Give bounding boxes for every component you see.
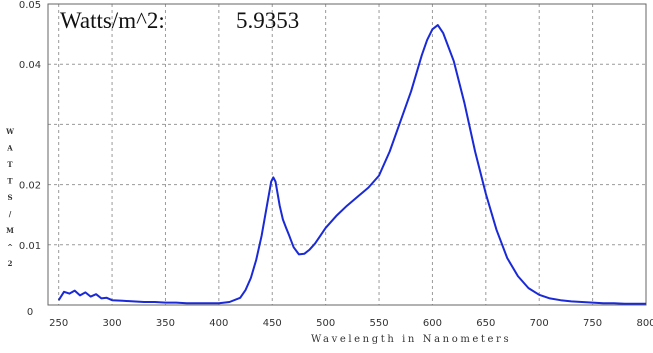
x-tick-label: 450	[263, 318, 282, 329]
y-axis-ticks: 0 0.01 0.02 0.04 0.05	[19, 0, 41, 318]
x-tick-label: 600	[423, 318, 442, 329]
y-tick-label: 0.04	[19, 60, 41, 71]
x-tick-label: 300	[103, 318, 122, 329]
y-tick-label: 0.01	[19, 241, 41, 252]
y-tick-label: 0.02	[19, 181, 41, 192]
x-axis-ticks: 250 300 350 400 450 500 550 600 650 700 750 800	[49, 318, 653, 329]
y-tick-label: 0	[27, 307, 33, 318]
x-tick-label: 250	[49, 318, 68, 329]
x-tick-label: 700	[530, 318, 549, 329]
y-label-letter: A	[6, 144, 13, 153]
x-tick-label: 650	[476, 318, 495, 329]
x-axis-label: Wavelength in Nanometers	[311, 334, 511, 345]
y-label-letter: S	[7, 193, 12, 202]
y-label-letter: ^	[7, 243, 13, 252]
grid	[48, 3, 647, 305]
y-tick-label: 0.05	[19, 0, 41, 11]
x-tick-label: 500	[316, 318, 335, 329]
power-readout-label: Watts/m^2:	[60, 8, 165, 33]
y-label-letter: 2	[8, 259, 13, 268]
x-tick-label: 550	[369, 318, 388, 329]
y-label-letter: W	[5, 127, 14, 136]
plot-frame	[47, 3, 647, 306]
y-label-letter: M	[6, 226, 14, 235]
series-line	[57, 24, 646, 305]
power-readout-value: 5.9353	[236, 8, 299, 33]
x-tick-label: 800	[636, 318, 653, 329]
x-tick-label: 750	[583, 318, 602, 329]
x-tick-label: 400	[209, 318, 228, 329]
y-label-letter: /	[9, 210, 12, 219]
x-tick-label: 350	[156, 318, 175, 329]
y-label-letter: T	[7, 177, 13, 186]
y-label-letter: T	[7, 160, 13, 169]
